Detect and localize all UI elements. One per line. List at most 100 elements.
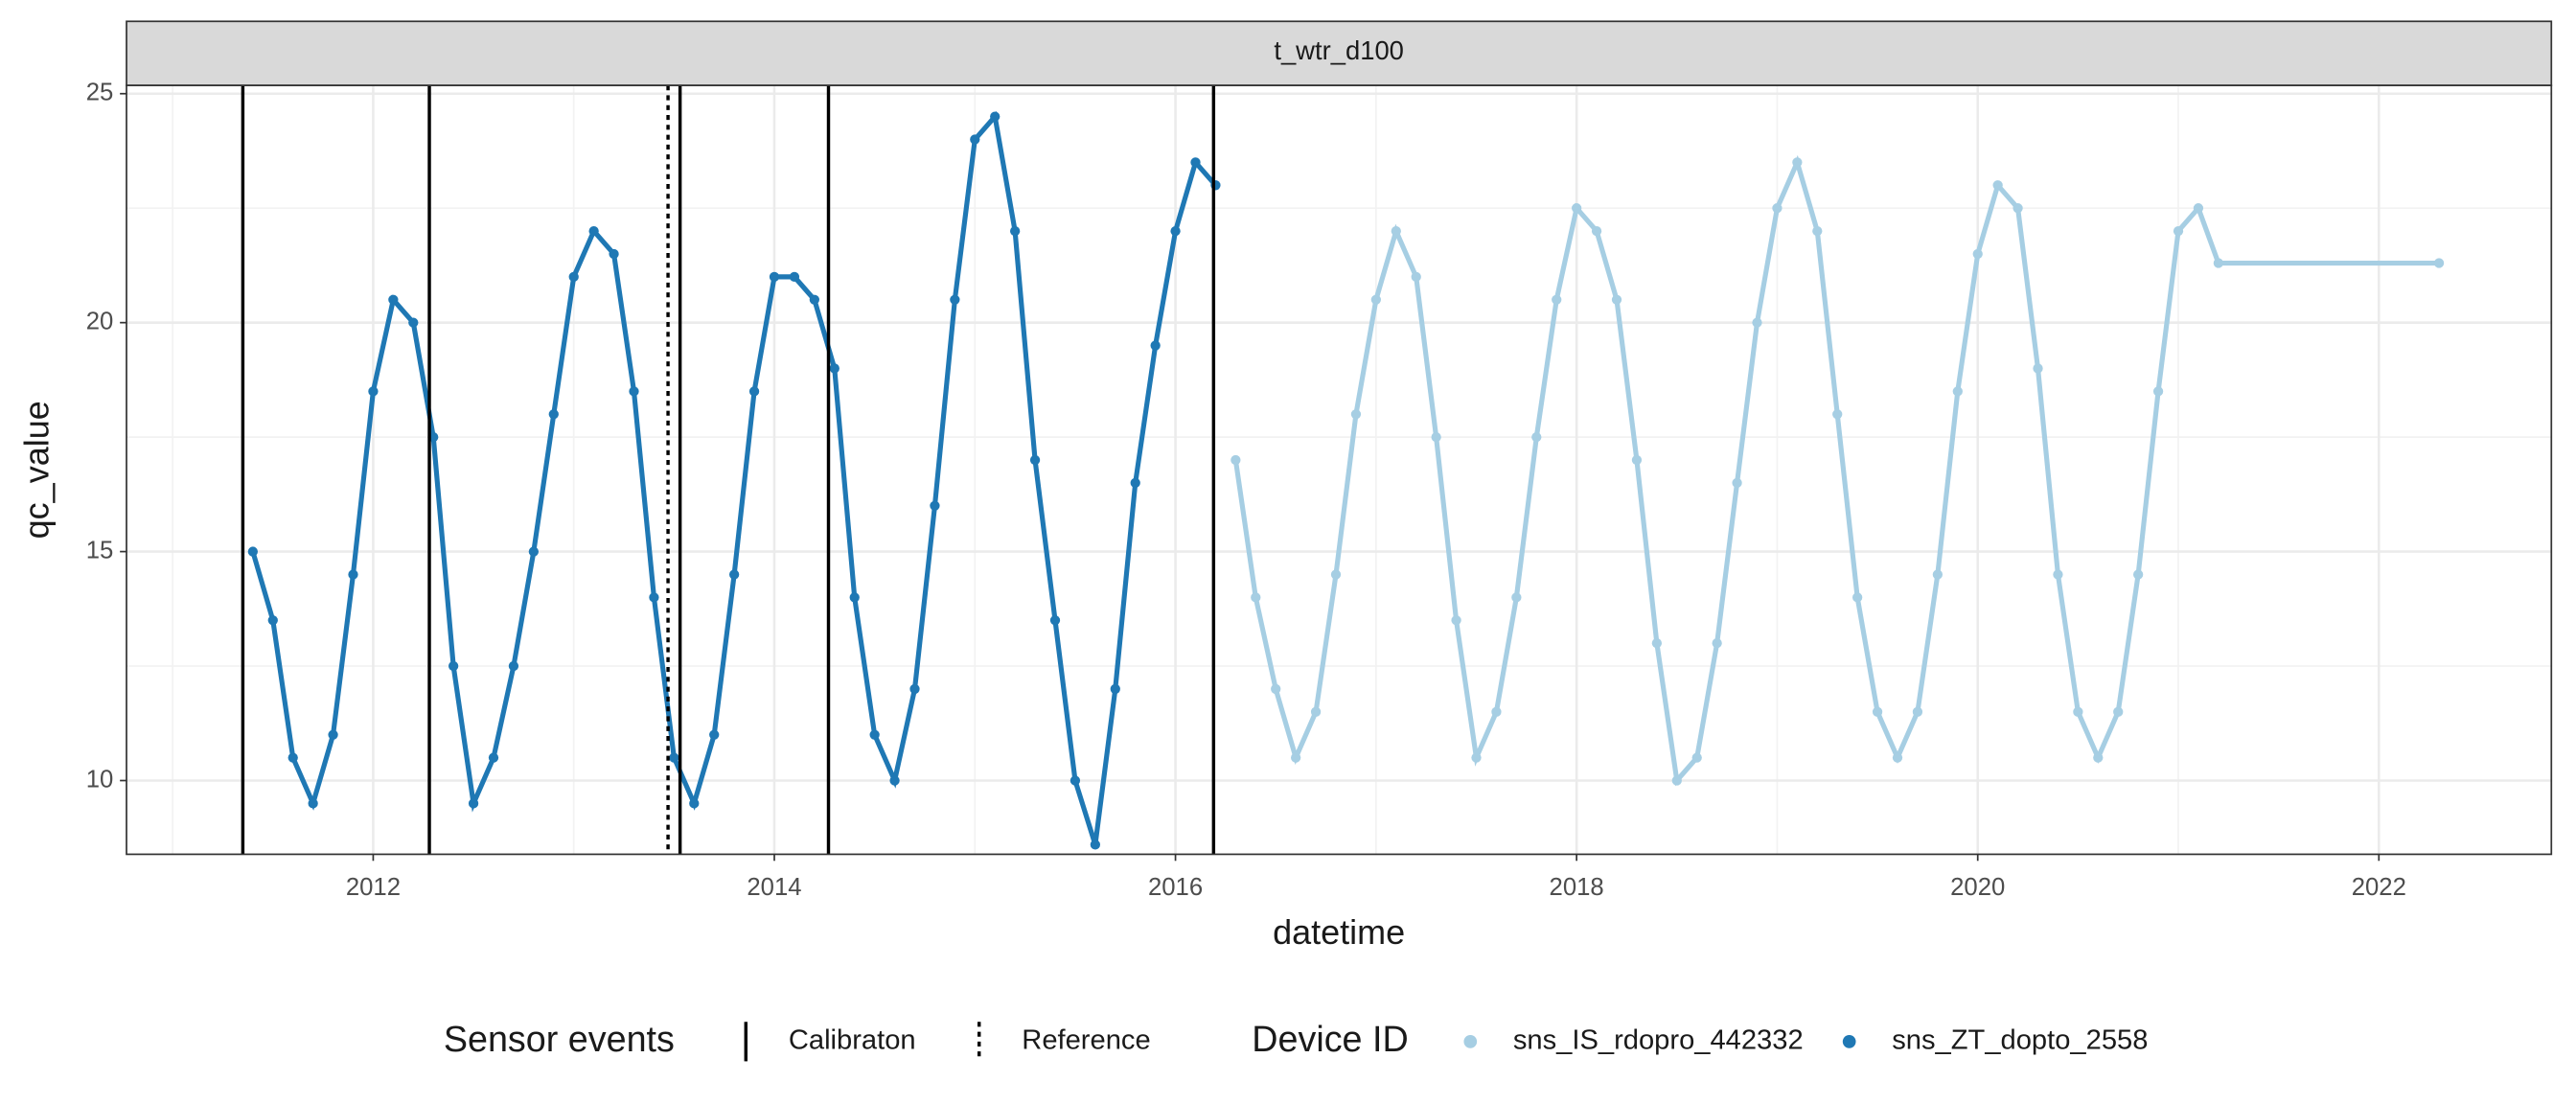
point: [669, 752, 679, 763]
point: [2012, 203, 2023, 214]
x-tick-label: 2018: [1550, 874, 1604, 901]
point: [1230, 454, 1241, 466]
y-tick-label: 10: [86, 766, 114, 793]
legend-key: [1842, 1035, 1856, 1048]
legend-title: Sensor events: [444, 1019, 675, 1059]
point: [2152, 386, 2164, 397]
point: [1350, 409, 1362, 420]
legend-label: sns_ZT_dopto_2558: [1892, 1025, 2148, 1056]
point: [990, 111, 1000, 122]
point: [1852, 592, 1863, 603]
point: [869, 729, 880, 740]
point: [709, 729, 720, 740]
point: [1310, 706, 1322, 717]
legend-key: [1463, 1035, 1478, 1048]
x-axis-title: datetime: [1273, 912, 1405, 952]
x-tick-label: 2016: [1148, 874, 1203, 901]
x-tick-label: 2020: [1950, 874, 2005, 901]
point: [849, 592, 860, 603]
point: [1170, 225, 1181, 237]
point: [1029, 454, 1041, 466]
point: [1330, 569, 1342, 580]
point: [2193, 203, 2204, 214]
x-tick-label: 2012: [346, 874, 401, 901]
point: [288, 752, 298, 763]
point: [1952, 386, 1963, 397]
legend-title: Device ID: [1252, 1019, 1408, 1059]
point: [548, 409, 559, 420]
point: [1671, 775, 1682, 786]
point: [1451, 615, 1461, 626]
point: [1591, 225, 1602, 237]
point: [809, 294, 819, 305]
point: [1251, 592, 1261, 603]
point: [829, 363, 840, 374]
y-axis-title: qc_value: [17, 401, 57, 539]
point: [1611, 294, 1622, 305]
point: [930, 500, 940, 511]
point: [448, 660, 459, 672]
point: [1150, 340, 1161, 351]
point: [1090, 840, 1101, 850]
point: [629, 386, 639, 397]
point: [1651, 638, 1663, 649]
point: [2093, 752, 2104, 763]
point: [1070, 775, 1081, 786]
point: [1691, 752, 1702, 763]
point: [1411, 271, 1421, 283]
point: [909, 683, 920, 695]
point: [2133, 569, 2144, 580]
point: [528, 546, 539, 557]
point: [568, 271, 579, 283]
point: [970, 134, 980, 145]
point: [1471, 752, 1482, 763]
point: [789, 271, 800, 283]
point: [2173, 225, 2184, 237]
point: [748, 386, 760, 397]
point: [2213, 258, 2224, 268]
point: [1391, 225, 1401, 237]
point: [1712, 638, 1722, 649]
point: [368, 386, 379, 397]
plot: [126, 85, 2552, 855]
point: [267, 615, 278, 626]
point: [328, 729, 338, 740]
point: [950, 294, 960, 305]
point: [488, 752, 499, 763]
point: [1110, 683, 1120, 695]
point: [609, 248, 619, 260]
point: [1772, 203, 1782, 214]
point: [1732, 477, 1742, 489]
point: [588, 225, 599, 237]
strip: [126, 20, 2553, 86]
point: [1572, 203, 1582, 214]
point: [1792, 157, 1803, 168]
point: [1552, 294, 1562, 305]
legend-label: Calibraton: [789, 1025, 916, 1056]
point: [1812, 225, 1823, 237]
point: [1271, 683, 1281, 695]
point: [247, 546, 258, 557]
point: [388, 294, 399, 305]
y-tick-label: 15: [86, 537, 114, 564]
point: [1291, 752, 1301, 763]
panel-border: [126, 84, 2553, 856]
point: [1491, 706, 1502, 717]
point: [1992, 180, 2003, 191]
point: [1049, 615, 1061, 626]
series-line: [250, 110, 1218, 846]
strip-title: t_wtr_d100: [1274, 35, 1404, 65]
point: [1892, 752, 1903, 763]
point: [1912, 706, 1923, 717]
point: [2433, 258, 2445, 268]
point: [1130, 477, 1140, 489]
legend-label: sns_IS_rdopro_442332: [1513, 1025, 1804, 1056]
point: [508, 660, 519, 672]
point: [1511, 592, 1522, 603]
point: [1190, 157, 1201, 168]
point: [348, 569, 358, 580]
point: [1370, 294, 1382, 305]
y-tick-label: 25: [86, 80, 114, 106]
